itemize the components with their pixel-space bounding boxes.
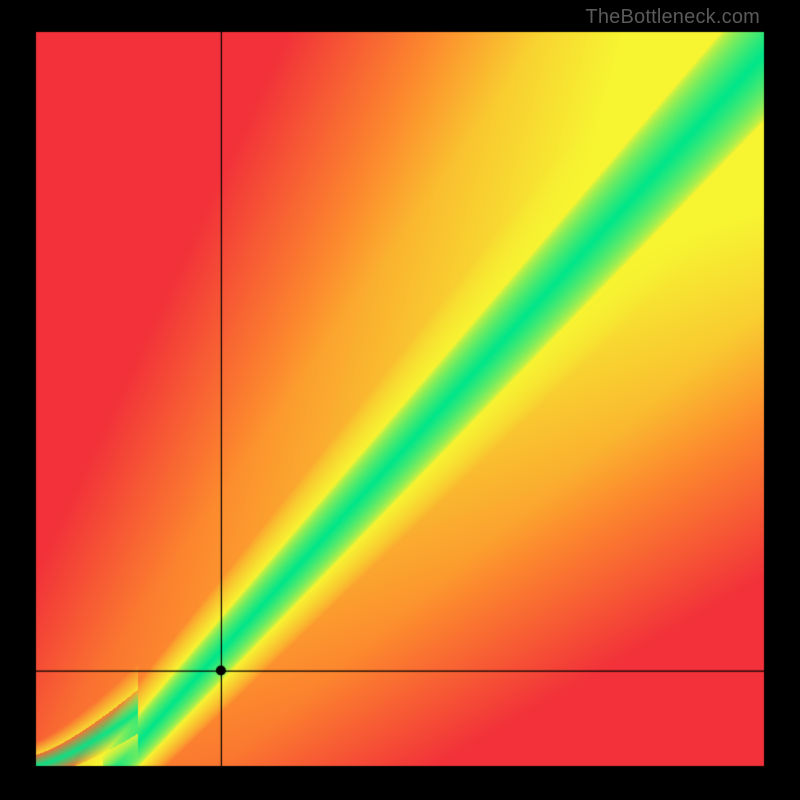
bottleneck-heatmap — [0, 0, 800, 800]
chart-container: TheBottleneck.com — [0, 0, 800, 800]
watermark-text: TheBottleneck.com — [585, 6, 760, 29]
